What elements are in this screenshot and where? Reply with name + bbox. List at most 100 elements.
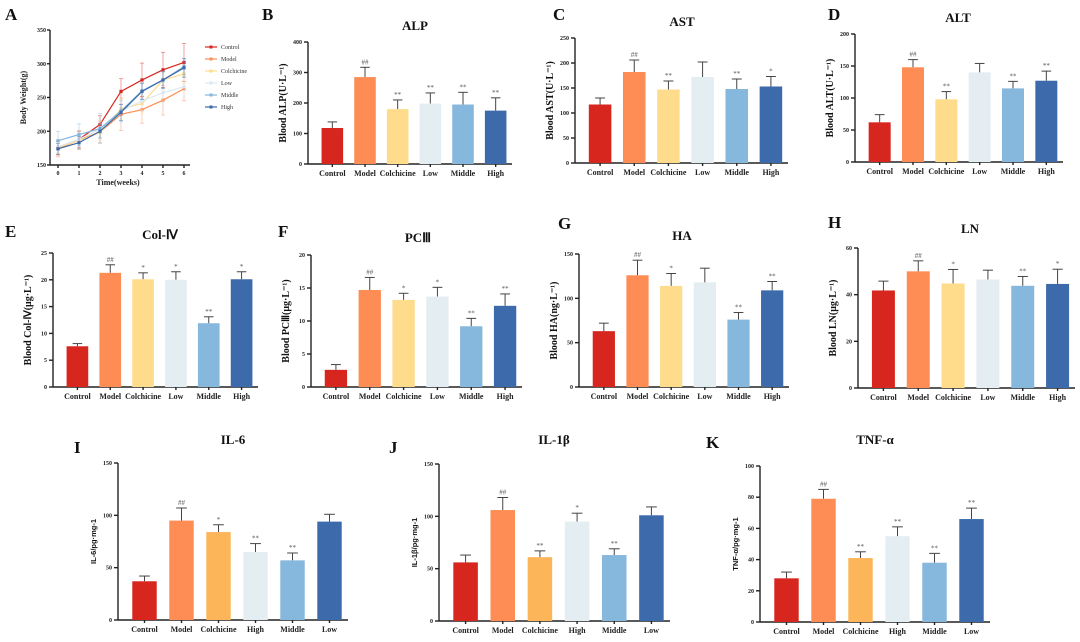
bar-high bbox=[230, 279, 253, 387]
bar-colchicine bbox=[206, 532, 231, 620]
y-tick-label: 80 bbox=[748, 495, 754, 501]
x-tick-label: Model bbox=[623, 168, 646, 177]
x-tick-label: 0 bbox=[57, 171, 60, 177]
x-tick-label: Middle bbox=[1011, 393, 1036, 402]
bar-low bbox=[317, 521, 342, 620]
data-point bbox=[161, 68, 165, 72]
x-tick-label: Control bbox=[773, 627, 800, 636]
significance-marker: ** bbox=[1010, 72, 1018, 80]
x-tick-label: Control bbox=[452, 626, 479, 635]
significance-marker: ## bbox=[631, 51, 639, 59]
panel-f-pciii: F PCⅢ 0 5 10 15 20 Blood PCⅢ(μg·L⁻¹) Control Mo… bbox=[278, 222, 522, 401]
y-tick-label: 50 bbox=[567, 341, 573, 347]
y-tick-label: 40 bbox=[846, 293, 852, 299]
significance-marker: ** bbox=[968, 499, 976, 507]
data-point bbox=[77, 133, 81, 137]
bar-control bbox=[453, 562, 478, 621]
panel-b-alp: B ALP 0 100 200 300 400 Blood ALP(U·L⁻¹) Contr… bbox=[262, 5, 512, 178]
panel-j-il1b: J IL-1β 0 50 100 150 IL-1β/pg·mg-1 Control Mod… bbox=[389, 432, 670, 635]
bar-low bbox=[693, 282, 716, 387]
y-tick-label: 40 bbox=[748, 558, 754, 564]
legend-marker bbox=[209, 93, 213, 97]
legend-label: Middle bbox=[221, 93, 239, 99]
bar-middle bbox=[725, 89, 749, 163]
x-tick-label: Low bbox=[980, 393, 995, 402]
bar-control bbox=[592, 331, 615, 387]
y-tick-label: 15 bbox=[299, 286, 305, 292]
x-tick-label: Model bbox=[813, 627, 836, 636]
chart-title-il6: IL-6 bbox=[221, 432, 246, 447]
bar-colchicine bbox=[386, 109, 409, 164]
chart-title-ast: AST bbox=[669, 14, 695, 29]
bar-model bbox=[626, 275, 649, 387]
y-tick-label: 300 bbox=[37, 62, 46, 68]
panel-label-k: K bbox=[706, 433, 720, 452]
y-tick-label: 100 bbox=[745, 464, 754, 470]
x-tick-label: Low bbox=[697, 392, 712, 401]
bar-low bbox=[426, 296, 449, 387]
significance-marker: * bbox=[769, 68, 773, 76]
panel-label-g: G bbox=[558, 214, 571, 233]
x-tick-label: Middle bbox=[922, 627, 947, 636]
x-tick-label: Model bbox=[359, 392, 382, 401]
bar-low bbox=[419, 103, 442, 164]
x-tick-label: High bbox=[762, 168, 779, 177]
significance-marker: ** bbox=[460, 83, 468, 91]
x-tick-label: 5 bbox=[162, 171, 165, 177]
panel-d-alt: D ALT 0 50 100 150 200 Blood ALT(U·L⁻¹) Contro… bbox=[825, 5, 1063, 176]
x-tick-label: Middle bbox=[197, 392, 222, 401]
bar-middle bbox=[601, 555, 627, 621]
data-point bbox=[119, 110, 123, 114]
y-tick-label: 20 bbox=[748, 589, 754, 595]
panel-label-a: A bbox=[5, 5, 18, 24]
x-tick-label: Control bbox=[64, 392, 91, 401]
chart-title-ha: HA bbox=[672, 228, 692, 243]
x-tick-label: Colchicine bbox=[650, 168, 686, 177]
panel-h-ln: H LN 0 20 40 60 Blood LN(μg·L⁻¹) Control Model… bbox=[828, 213, 1075, 402]
significance-marker: ## bbox=[915, 252, 923, 260]
bar-middle bbox=[727, 319, 750, 387]
y-tick-label: 5 bbox=[302, 352, 305, 358]
y-tick-label: 200 bbox=[37, 129, 46, 135]
legend-label: Model bbox=[221, 57, 237, 63]
significance-marker: * bbox=[436, 278, 440, 286]
significance-marker: * bbox=[402, 284, 406, 292]
x-tick-label: Middle bbox=[451, 169, 476, 178]
bar-middle bbox=[1011, 285, 1035, 388]
data-point bbox=[140, 89, 144, 94]
x-tick-label: 6 bbox=[183, 171, 186, 177]
bar-model bbox=[906, 271, 930, 388]
panel-i-il6: I IL-6 0 50 100 150 IL-6/pg·mg-1 Control Model… bbox=[74, 432, 348, 634]
bar-high bbox=[493, 305, 517, 387]
bar-colchicine bbox=[132, 279, 154, 387]
legend-label: Control bbox=[221, 45, 240, 51]
y-tick-label: 20 bbox=[846, 339, 852, 345]
x-tick-label: Model bbox=[492, 626, 515, 635]
bar-model bbox=[811, 498, 836, 622]
bar-control bbox=[871, 290, 895, 388]
x-tick-label: Colchicine bbox=[201, 625, 237, 634]
panel-label-h: H bbox=[828, 213, 841, 232]
significance-marker: ** bbox=[894, 518, 902, 526]
x-tick-label: High bbox=[487, 169, 504, 178]
panel-k-tnfa: K TNF-α 0 20 40 60 80 100 TNF-α/pg·mg-1 Control… bbox=[706, 432, 990, 636]
y-tick-label: 0 bbox=[849, 386, 852, 392]
bar-high bbox=[885, 536, 910, 622]
bar-control bbox=[324, 369, 348, 387]
x-tick-label: Colchicine bbox=[522, 626, 558, 635]
panel-c-ast: C AST 0 50 100 150 200 250 Blood AST(U·L⁻¹) Con… bbox=[545, 5, 788, 177]
y-tick-label: 5 bbox=[44, 358, 47, 364]
data-point bbox=[140, 99, 144, 103]
x-tick-label: Low bbox=[430, 392, 445, 401]
panel-a-body-weight: A 150 200 250 300 350 0 1 2 3 4 5 6 Time(weeks) Body … bbox=[5, 5, 247, 187]
significance-marker: ** bbox=[665, 72, 673, 80]
y-tick-label: 10 bbox=[299, 319, 305, 325]
significance-marker: ** bbox=[733, 70, 741, 78]
significance-marker: ** bbox=[536, 542, 544, 550]
bar-low bbox=[968, 72, 991, 162]
data-point bbox=[98, 129, 102, 133]
x-tick-label: 2 bbox=[99, 171, 102, 177]
y-tick-label: 100 bbox=[424, 514, 433, 520]
x-tick-label: 3 bbox=[120, 171, 123, 177]
y-tick-label: 60 bbox=[846, 246, 852, 252]
